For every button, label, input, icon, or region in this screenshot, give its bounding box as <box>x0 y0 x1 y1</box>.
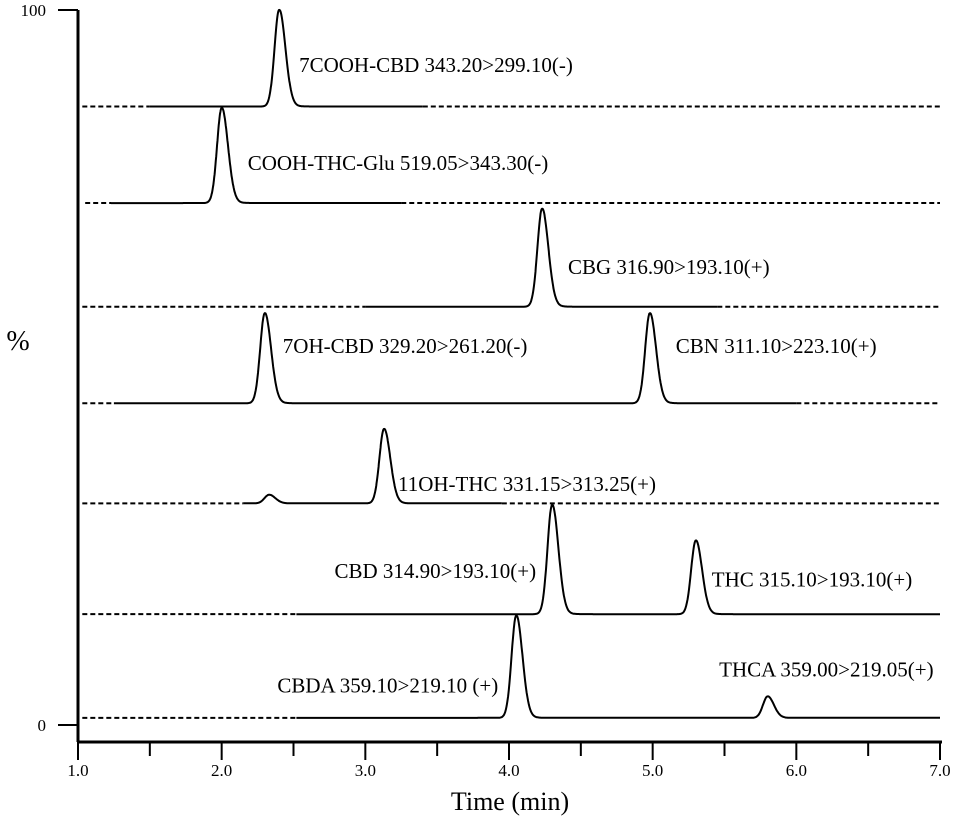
y-tick-label: 100 <box>21 1 47 20</box>
peak-label: CBDA 359.10>219.10 (+) <box>277 674 498 698</box>
y-tick-label: 0 <box>38 716 47 735</box>
axes: 1.0 2.0 3.0 4.0 5.0 6.0 7.0 100 0 Time (min)% <box>6 1 950 816</box>
trace-2-signal <box>110 106 402 205</box>
x-tick-label: 6.0 <box>786 761 807 780</box>
trace-7-signal <box>296 614 941 719</box>
peak-label: THCA 359.00>219.05(+) <box>719 657 933 681</box>
peak-label: 7COOH-CBD 343.20>299.10(-) <box>299 53 573 77</box>
peak-labels: 7COOH-CBD 343.20>299.10(-) COOH-THC-Glu 5… <box>248 53 934 698</box>
trace-6-signal <box>296 503 941 616</box>
x-tick-label: 5.0 <box>642 761 663 780</box>
x-tick-label: 7.0 <box>929 761 950 780</box>
y-axis-label: % <box>6 326 29 357</box>
peak-label: CBD 314.90>193.10(+) <box>334 559 536 583</box>
peak-label: THC 315.10>193.10(+) <box>712 568 912 592</box>
trace-4-signal <box>113 312 797 405</box>
trace-1-signal <box>149 8 424 108</box>
trace-3-signal <box>364 207 718 308</box>
x-axis-label: Time (min) <box>451 787 569 816</box>
x-tick-label: 4.0 <box>498 761 519 780</box>
peak-label: COOH-THC-Glu 519.05>343.30(-) <box>248 151 549 175</box>
peak-label: 7OH-CBD 329.20>261.20(-) <box>283 334 528 358</box>
peak-label: CBN 311.10>223.10(+) <box>676 334 877 358</box>
x-tick-label: 2.0 <box>211 761 232 780</box>
x-tick-label: 3.0 <box>355 761 376 780</box>
peak-label: 11OH-THC 331.15>313.25(+) <box>398 472 656 496</box>
peak-label: CBG 316.90>193.10(+) <box>568 255 770 279</box>
chromatogram-traces <box>82 8 941 719</box>
trace-5-signal <box>242 427 503 505</box>
x-tick-label: 1.0 <box>67 761 88 780</box>
